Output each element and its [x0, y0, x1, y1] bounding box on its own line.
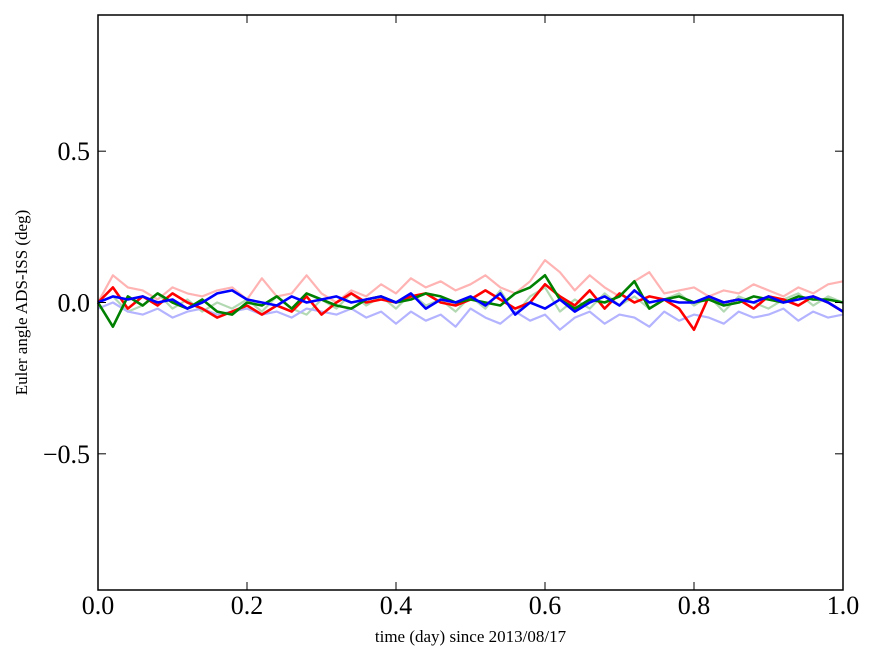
- y-axis-label: Euler angle ADS-ISS (deg): [12, 210, 31, 396]
- x-axis-label: time (day) since 2013/08/17: [375, 627, 567, 646]
- x-tick-label: 1.0: [827, 591, 860, 620]
- series-layer: [96, 259, 844, 332]
- x-tick-label: 0.6: [529, 591, 562, 620]
- x-tick-label: 0.2: [231, 591, 264, 620]
- x-tick-label: 0.4: [380, 591, 413, 620]
- ticks-layer: 0.0 0.2 0.4 0.6 0.8 1.0 −0.5 0.0 0.5: [43, 15, 859, 620]
- y-tick-label: 0.5: [58, 137, 91, 166]
- series-line-6: [97, 289, 844, 316]
- series-line-1: [97, 259, 844, 304]
- y-tick-label: −0.5: [43, 440, 90, 469]
- y-tick-label: 0.0: [58, 289, 91, 318]
- x-tick-label: 0.0: [82, 591, 115, 620]
- series-line-5: [96, 273, 844, 329]
- x-tick-label: 0.8: [678, 591, 711, 620]
- plot-frame: [97, 14, 844, 591]
